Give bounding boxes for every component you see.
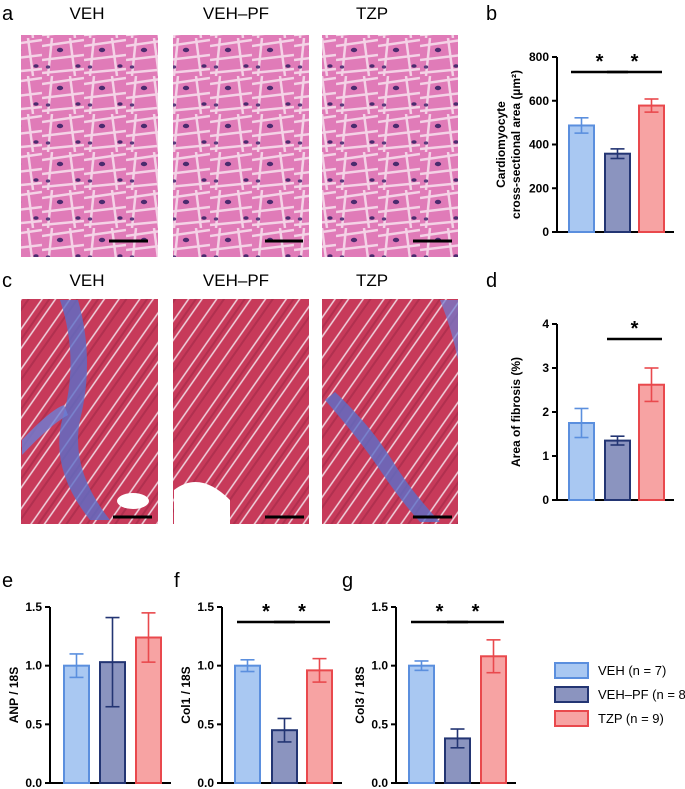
ms-title-tzp: TZP [356,271,388,290]
bar-veh [408,664,435,785]
he-image-veh [21,35,158,257]
y-tick-label: 0.5 [25,717,42,731]
y-axis-label-line2: cross-sectional area (µm²) [509,70,523,219]
ms-title-veh: VEH [70,271,105,290]
significance-star: * [436,601,444,623]
significance-star: * [298,601,306,623]
masson-image-tzp [322,299,458,524]
panel-label-a: a [2,3,14,25]
legend-label-vehpf: VEH–PF (n = 8) [598,687,685,702]
y-axis-label: Cardiomyocyte [494,101,508,188]
significance-star: * [631,318,639,340]
masson-image-vehpf [173,299,309,524]
y-tick-label: 200 [529,181,549,195]
panel-label-c: c [2,270,12,292]
y-tick-label: 4 [542,317,549,331]
y-tick-label: 0.5 [197,717,214,731]
y-tick-label: 1 [542,449,549,463]
panel-label-g: g [342,570,353,592]
legend-swatch-tzp [554,710,589,727]
bar-tzp [638,383,665,501]
chart-fibrosis: 0 1 2 3 4 Area of fibrosis (%) * [509,317,674,507]
y-tick-label: 1.0 [197,659,214,673]
bar-tzp [306,669,333,784]
y-tick-label: 0.0 [197,776,214,789]
chart-col1: 0.0 0.5 1.0 1.5 Col1 / 18S * * [179,600,342,789]
y-tick-label: 800 [529,50,549,64]
y-tick-label: 1.5 [25,600,42,614]
legend-label-tzp: TZP (n = 9) [598,711,664,726]
he-title-tzp: TZP [356,4,388,23]
y-tick-label: 1.0 [371,659,388,673]
he-image-tzp [322,35,458,257]
significance-star: * [596,51,604,73]
y-tick-label: 1.5 [197,600,214,614]
y-axis-label: Col1 / 18S [179,666,193,723]
legend-swatch-vehpf [554,686,589,703]
y-tick-label: 0.0 [371,776,388,789]
bar-veh [63,664,90,785]
bar-vehpf [271,729,298,785]
y-tick-label: 2 [542,405,549,419]
bar-veh [568,124,595,233]
y-tick-label: 600 [529,94,549,108]
ms-title-vehpf: VEH–PF [203,271,269,290]
bar-veh [234,664,261,785]
chart-cross-sectional-area: 0 200 400 600 800 Cardiomyocyte cross-sectiona… [494,50,674,239]
bar-tzp [638,104,665,233]
y-tick-label: 400 [529,138,549,152]
bar-tzp [480,655,507,785]
masson-image-veh [21,299,158,524]
he-image-vehpf [173,35,309,257]
significance-star: * [262,601,270,623]
y-tick-label: 0.0 [25,776,42,789]
he-title-veh: VEH [70,4,105,23]
bar-vehpf [604,439,631,502]
he-title-vehpf: VEH–PF [203,4,269,23]
y-tick-label: 1.0 [25,659,42,673]
panel-label-b: b [486,3,497,25]
y-tick-label: 0 [542,493,549,507]
panel-label-f: f [174,570,180,592]
y-axis-label: Col3 / 18S [353,666,367,723]
legend-label-veh: VEH (n = 7) [598,663,666,678]
panel-label-e: e [2,570,13,592]
y-tick-label: 3 [542,361,549,375]
y-tick-label: 1.5 [371,600,388,614]
legend-swatch-veh [554,662,589,679]
significance-star: * [631,51,639,73]
y-tick-label: 0 [542,225,549,239]
y-axis-label: Area of fibrosis (%) [509,357,523,467]
y-axis-label: ANP / 18S [7,667,21,723]
legend: VEH (n = 7) VEH–PF (n = 8) TZP (n = 9) [554,662,685,727]
y-tick-label: 0.5 [371,717,388,731]
significance-star: * [472,601,480,623]
bar-vehpf [604,152,631,233]
chart-anp: 0.0 0.5 1.0 1.5 ANP / 18S [7,600,171,789]
panel-label-d: d [486,270,497,292]
chart-col3: 0.0 0.5 1.0 1.5 Col3 / 18S * * [353,600,516,789]
